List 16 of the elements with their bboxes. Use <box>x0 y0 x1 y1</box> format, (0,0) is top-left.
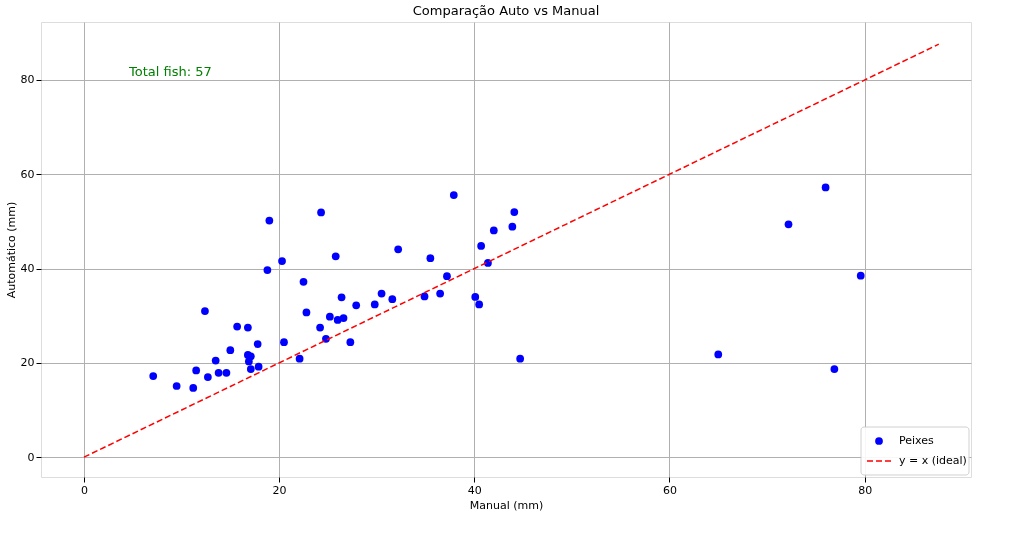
y-axis-title: Automático (mm) <box>4 201 18 299</box>
x-tick-label: 60 <box>662 483 677 497</box>
y-tick-label: 40 <box>20 262 35 276</box>
x-tick-label: 0 <box>80 483 88 497</box>
y-tick-label: 20 <box>20 356 35 370</box>
y-tick-label: 60 <box>20 167 35 181</box>
y-tick-label: 80 <box>20 73 35 87</box>
x-tick-label: 40 <box>467 483 482 497</box>
chart-title: Comparação Auto vs Manual <box>412 3 600 18</box>
x-tick-label: 80 <box>858 483 873 497</box>
legend-label: y = x (ideal) <box>899 454 967 467</box>
legend-label: Peixes <box>899 434 934 447</box>
annotation: Total fish: 57 <box>128 64 212 79</box>
x-tick-label: 20 <box>272 483 287 497</box>
x-axis-title: Manual (mm) <box>469 498 544 512</box>
y-tick-label: 0 <box>27 450 35 464</box>
